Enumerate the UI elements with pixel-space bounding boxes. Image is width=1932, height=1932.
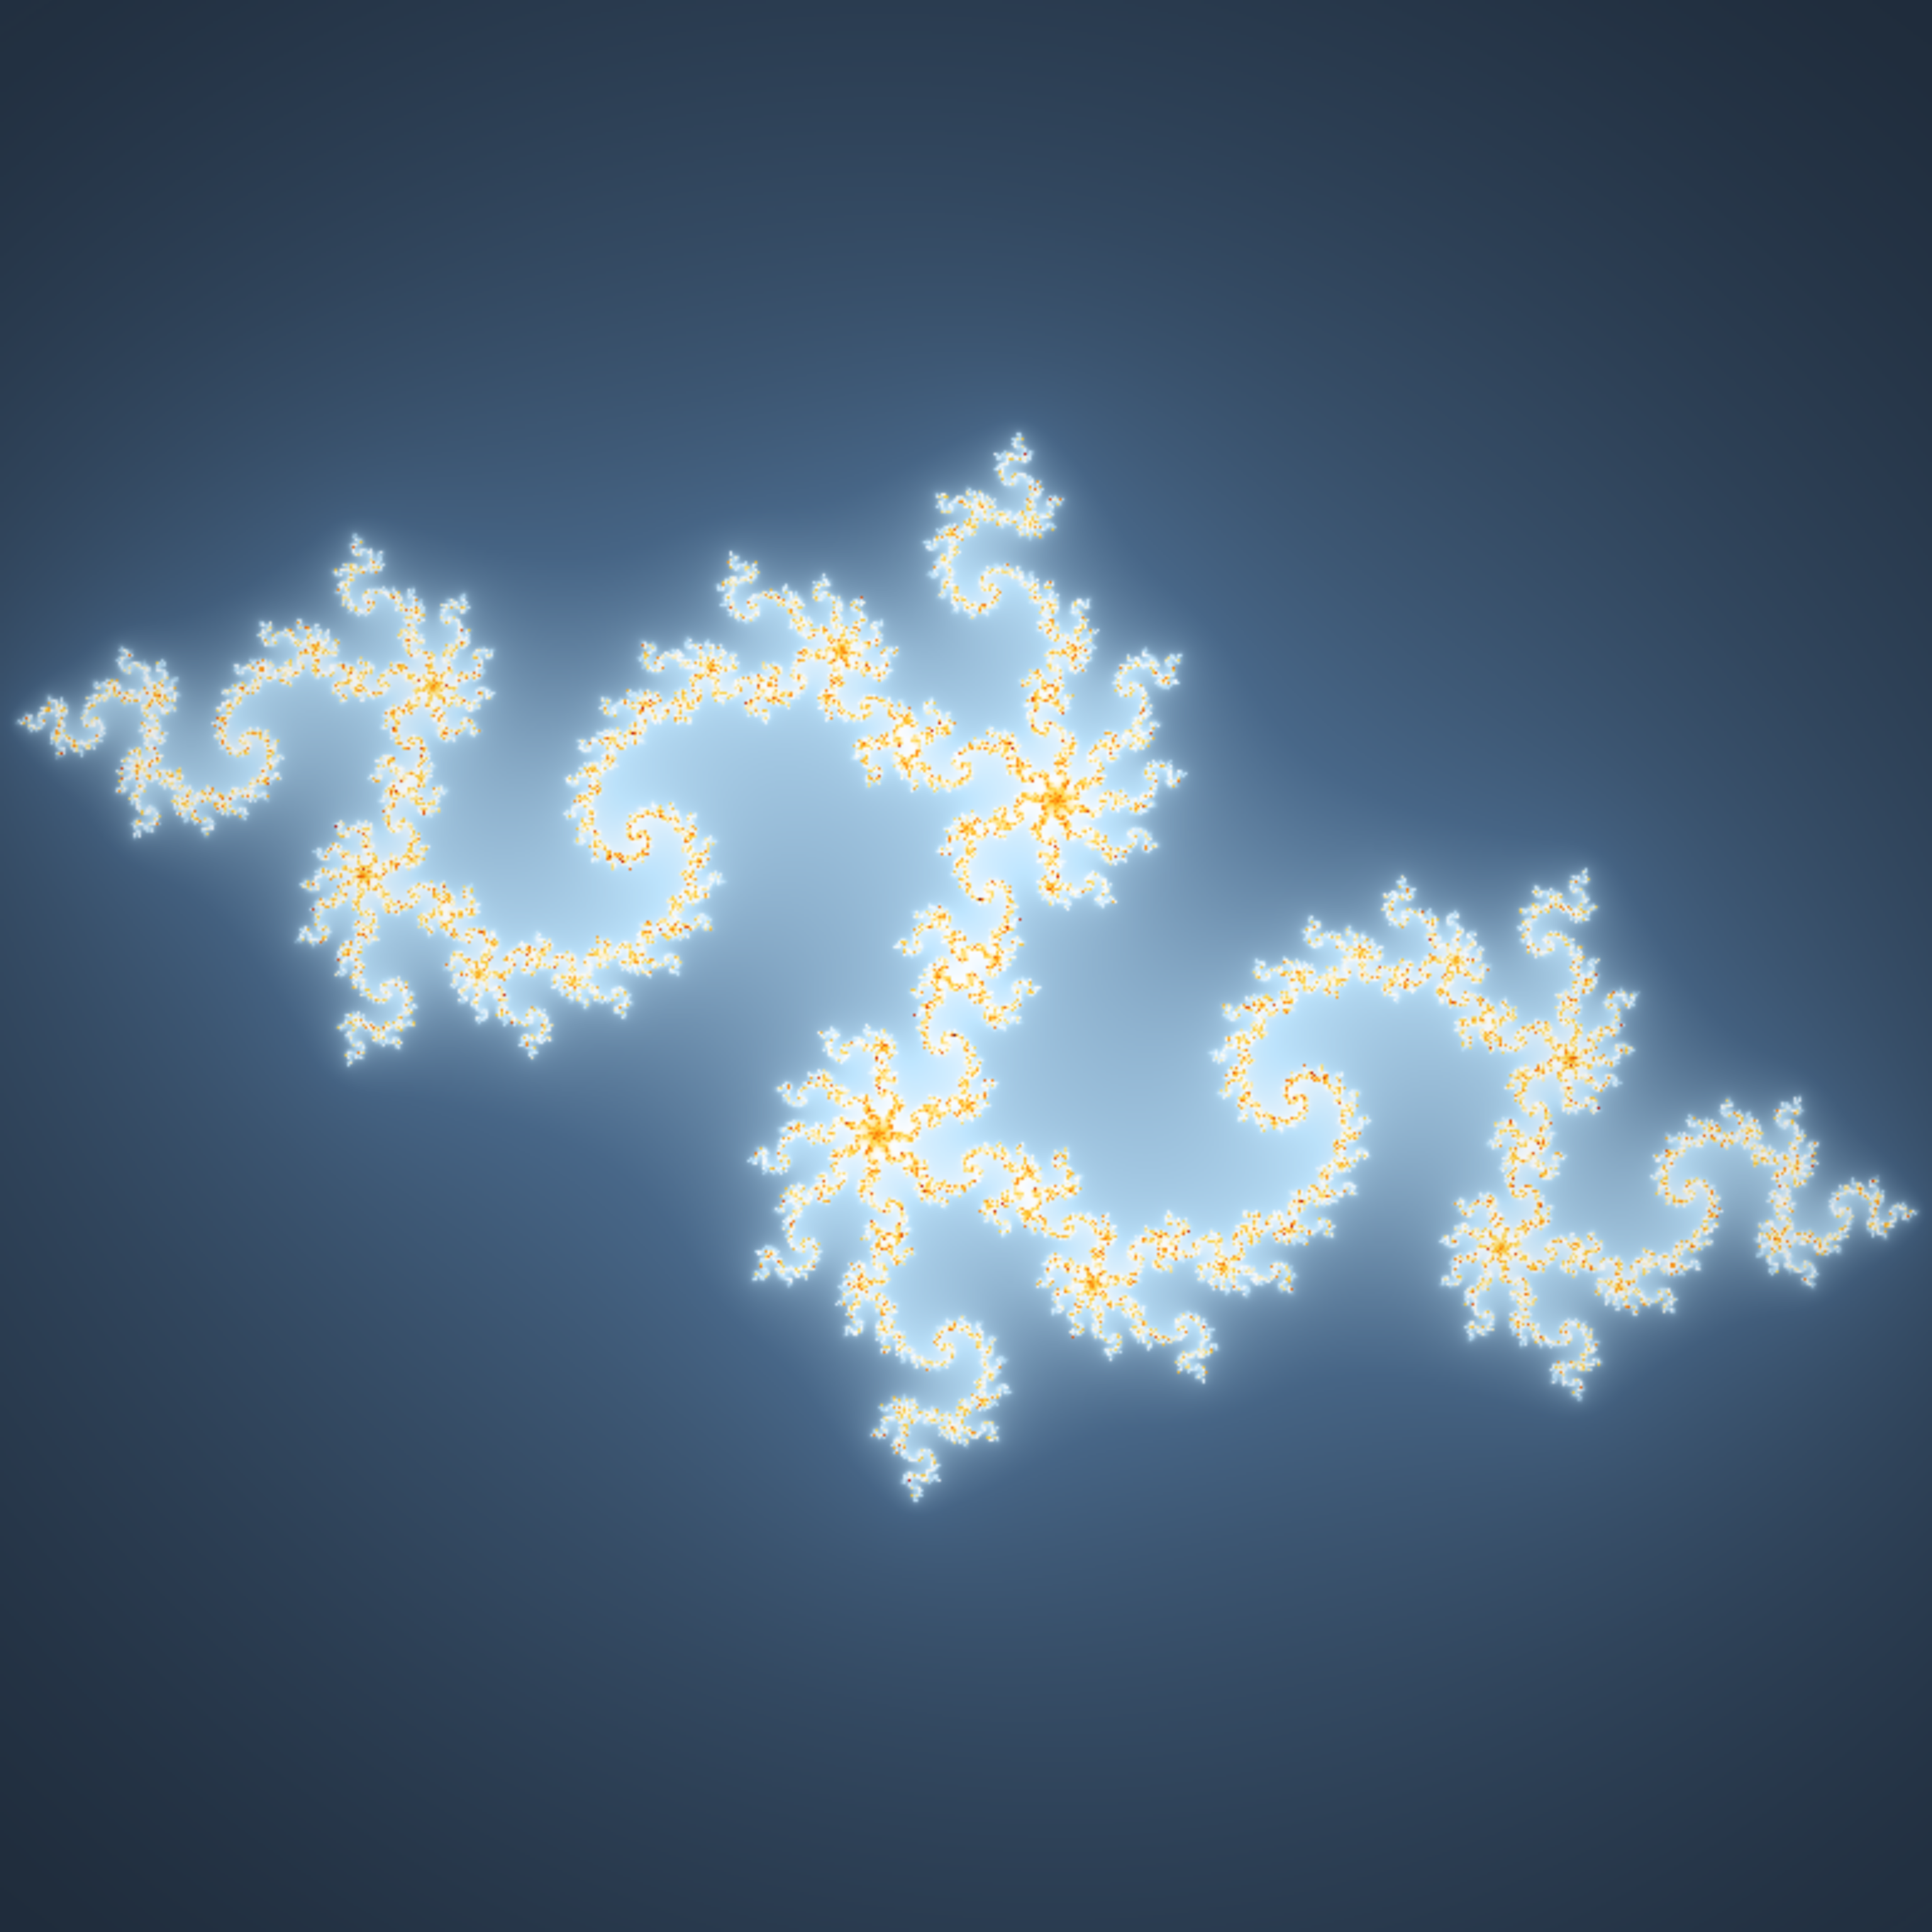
- fractal-image: [0, 0, 1932, 1932]
- julia-fractal-canvas: [0, 0, 1932, 1932]
